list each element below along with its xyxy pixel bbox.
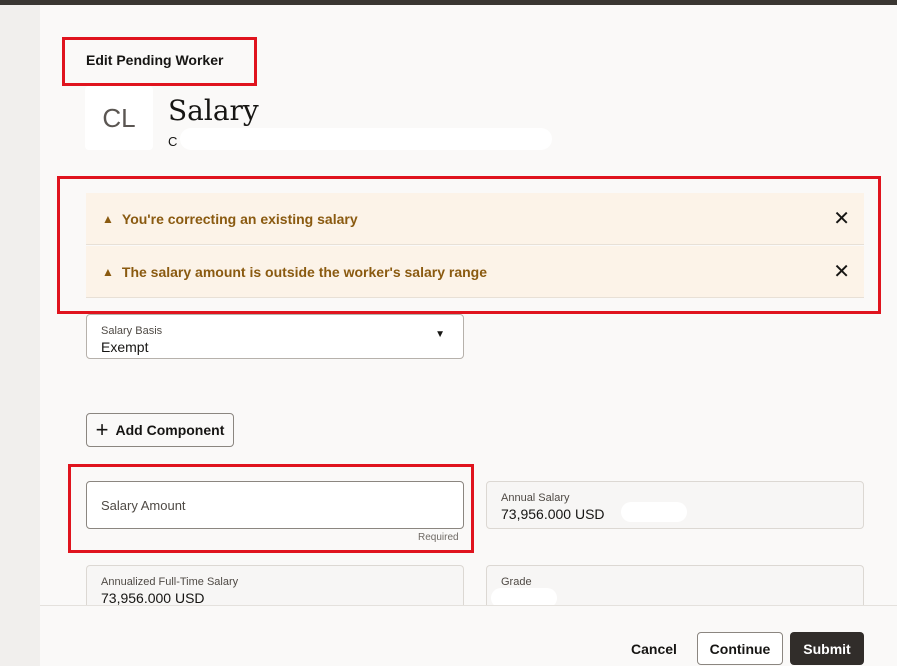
- salary-amount-input[interactable]: Salary Amount: [86, 481, 464, 529]
- plus-icon: +: [95, 417, 109, 442]
- field-value: Exempt: [101, 339, 149, 355]
- field-label: Annualized Full-Time Salary: [101, 576, 239, 588]
- left-strip: [0, 5, 40, 666]
- continue-button[interactable]: Continue: [697, 632, 783, 665]
- field-value: 73,956.000 USD: [501, 506, 605, 522]
- message-text: You're correcting an existing salary: [121, 210, 358, 227]
- button-label: Add Component: [115, 422, 225, 438]
- breadcrumb[interactable]: Edit Pending Worker: [86, 52, 224, 68]
- chevron-down-icon: ▼: [435, 329, 445, 340]
- highlight-box: [62, 37, 257, 86]
- cancel-button[interactable]: Cancel: [631, 640, 677, 657]
- close-icon[interactable]: ✕: [833, 261, 850, 283]
- page-subtitle: C: [168, 134, 178, 149]
- close-icon[interactable]: ✕: [833, 208, 850, 230]
- redaction: [180, 128, 552, 150]
- add-component-button[interactable]: + Add Component: [86, 413, 234, 447]
- redaction: [491, 588, 557, 608]
- page-title: Salary: [168, 94, 259, 127]
- warning-message: ▲ You're correcting an existing salary ✕: [86, 193, 864, 245]
- salary-basis-select[interactable]: Salary Basis Exempt ▼: [86, 314, 464, 359]
- highlight-box: [68, 464, 474, 553]
- warning-icon: ▲: [102, 211, 114, 226]
- message-text: The salary amount is outside the worker'…: [121, 263, 488, 280]
- field-label: Grade: [501, 576, 532, 588]
- input-placeholder: Salary Amount: [101, 498, 186, 513]
- required-hint: Required: [418, 532, 459, 543]
- warning-icon: ▲: [102, 264, 114, 279]
- top-bar: [0, 0, 897, 5]
- avatar: CL: [85, 86, 153, 150]
- annualized-salary-field: Annualized Full-Time Salary 73,956.000 U…: [86, 565, 464, 610]
- field-value: 73,956.000 USD: [101, 590, 205, 606]
- redaction: [621, 502, 687, 522]
- field-label: Salary Basis: [101, 325, 163, 337]
- warning-message: ▲ The salary amount is outside the worke…: [86, 246, 864, 298]
- highlight-box: [57, 176, 881, 314]
- grade-field: Grade: [486, 565, 864, 610]
- field-label: Annual Salary: [501, 492, 570, 504]
- submit-button[interactable]: Submit: [790, 632, 864, 665]
- annual-salary-field: Annual Salary 73,956.000 USD: [486, 481, 864, 529]
